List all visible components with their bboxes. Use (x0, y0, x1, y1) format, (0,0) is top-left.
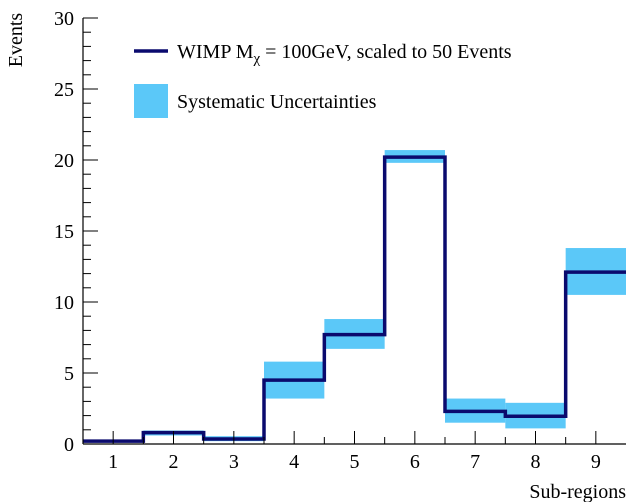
signal-step-line (83, 155, 626, 443)
legend-signal-subscript: χ (252, 51, 260, 67)
axes (82, 17, 626, 445)
x-tick-label: 6 (410, 451, 420, 473)
x-tick-label: 7 (470, 451, 480, 473)
y-tick-label: 10 (54, 292, 74, 314)
y-tick-label: 5 (64, 363, 74, 385)
x-tick-label: 1 (108, 451, 118, 473)
legend: WIMP Mχ = 100GeV, scaled to 50 Events Sys… (134, 41, 512, 118)
y-tick-label: 20 (54, 150, 74, 172)
x-tick-label: 8 (531, 451, 541, 473)
x-tick-label: 2 (169, 451, 179, 473)
signal-step-series (83, 155, 626, 443)
y-tick-label: 25 (54, 79, 74, 101)
y-tick-label: 15 (54, 221, 74, 243)
x-tick-label: 4 (289, 451, 299, 473)
uncertainty-bands (83, 150, 626, 442)
x-tick-label: 3 (229, 451, 239, 473)
x-axis-title: Sub-regions (529, 481, 626, 502)
x-tick-label: 9 (591, 451, 601, 473)
legend-signal-prefix: WIMP M (177, 41, 254, 63)
legend-label-signal: WIMP Mχ = 100GeV, scaled to 50 Events (177, 41, 512, 67)
y-axis-title: Events (5, 13, 27, 68)
legend-band-swatch (134, 84, 168, 118)
x-tick-label: 5 (350, 451, 360, 473)
legend-label-systematics: Systematic Uncertainties (177, 91, 377, 113)
y-tick-label: 30 (54, 8, 74, 30)
y-tick-label: 0 (64, 434, 74, 456)
legend-signal-suffix: = 100GeV, scaled to 50 Events (260, 41, 512, 63)
tick-labels: 0 5 10 15 20 25 30 1 2 3 4 5 6 7 8 9 (54, 8, 601, 473)
